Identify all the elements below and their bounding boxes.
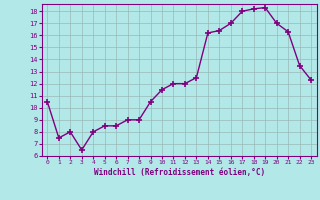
X-axis label: Windchill (Refroidissement éolien,°C): Windchill (Refroidissement éolien,°C) bbox=[94, 168, 265, 177]
